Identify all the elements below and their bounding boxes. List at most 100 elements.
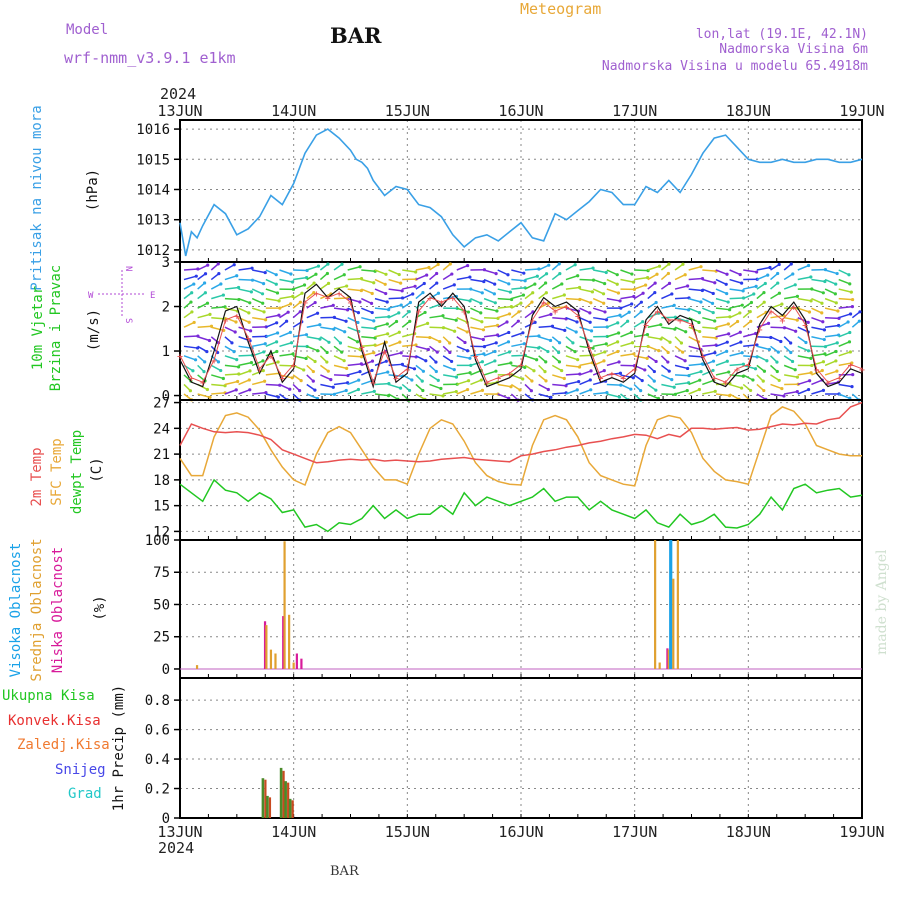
wind-arrow	[333, 285, 347, 290]
wind-arrow	[579, 317, 591, 323]
wind-arrowhead	[262, 310, 266, 314]
wind-arrow	[688, 336, 699, 343]
wind-arrow	[824, 381, 839, 386]
wind-arrowhead	[221, 376, 225, 381]
wind-arrowhead	[659, 323, 663, 327]
bottom-year-label: 2024	[158, 839, 194, 857]
wind-arrow	[306, 312, 318, 319]
wind-arrowhead	[576, 358, 580, 362]
wind-arrow	[688, 265, 702, 271]
wind-arrowhead	[807, 310, 812, 314]
precip-panel: 0 0.2 0.4 0.6 0.8	[145, 677, 863, 827]
wind-arrow	[415, 274, 427, 281]
wind-arrow	[592, 297, 605, 304]
wind-arrow	[183, 355, 196, 361]
temp-unit: (C)	[89, 457, 105, 482]
wind-arrowhead	[789, 350, 793, 355]
wind-arrowhead	[216, 360, 221, 364]
wind-arrow	[292, 292, 303, 300]
cloud-low-ylabel: Niska Oblacnost	[50, 547, 66, 673]
wind-arrowhead	[260, 292, 265, 296]
cloud-mid-bar	[195, 665, 199, 669]
wind-arrowhead	[421, 300, 425, 304]
wind-arrow	[197, 264, 209, 271]
wind-arrowhead	[410, 378, 414, 382]
wind-arrow	[647, 336, 662, 340]
wind-arrowhead	[794, 329, 798, 333]
wind-arrowhead	[355, 340, 360, 344]
wind-arrowhead	[562, 376, 566, 381]
wind-arrowhead	[434, 360, 438, 364]
wind-arrowhead	[652, 379, 656, 383]
wind-arrow	[388, 383, 401, 389]
wind-arrowhead	[820, 311, 824, 315]
wind-arrow	[825, 316, 840, 320]
wind-arrow	[634, 276, 648, 281]
wind-arrowhead	[777, 378, 781, 383]
wind-arrow	[524, 345, 539, 349]
wind-arrowhead	[560, 368, 564, 373]
wind-arrow	[224, 389, 237, 395]
wind-arrowhead	[521, 293, 526, 297]
wind-arrowhead	[397, 330, 401, 334]
wind-arrowhead	[577, 379, 581, 384]
wind-arrowhead	[823, 279, 827, 284]
wind-marker: +	[586, 343, 592, 354]
wind-arrow	[388, 269, 400, 276]
wind-arrow	[238, 389, 251, 395]
wind-arrow	[456, 388, 468, 395]
wind-arrowhead	[509, 385, 513, 389]
wind-arrow	[784, 374, 798, 378]
wind-arrow	[552, 294, 565, 300]
wind-arrowhead	[752, 292, 756, 296]
wind-marker: +	[177, 351, 183, 362]
wind-arrowhead	[807, 387, 811, 392]
wind-arrow	[265, 332, 278, 338]
wind-arrow	[497, 321, 508, 328]
wind-arrowhead	[670, 378, 674, 382]
wind-arrowhead	[318, 323, 322, 327]
wind-arrow	[252, 269, 266, 274]
wind-marker: +	[325, 294, 331, 305]
wind-arrow	[660, 364, 670, 372]
top-x-label: 15JUN	[385, 102, 430, 120]
wind-arrowhead	[313, 388, 317, 392]
wind-arrow	[388, 312, 400, 319]
wind-arrowhead	[655, 272, 659, 276]
wind-arrow	[442, 364, 455, 371]
wind-arrowhead	[436, 378, 440, 382]
wind-arrowhead	[298, 300, 302, 304]
wind-arrowhead	[516, 319, 520, 323]
wind-arrow	[347, 317, 359, 324]
wind-arrow	[770, 345, 779, 353]
wind-arrowhead	[407, 310, 411, 314]
wind-arrow	[483, 370, 497, 376]
dew-ylabel: dewpt Temp	[69, 430, 85, 514]
wind-arrowhead	[603, 310, 607, 314]
wind-arrow	[756, 336, 771, 339]
wind-arrow	[729, 331, 741, 338]
wind-arrow	[674, 285, 688, 290]
wind-arrow	[443, 374, 457, 378]
wind-arrowhead	[203, 360, 207, 364]
wind-arrowhead	[345, 366, 349, 371]
wind-arrow	[620, 331, 632, 338]
wind-arrowhead	[399, 281, 403, 285]
wind-arrow	[811, 316, 824, 323]
wind-arrow	[565, 264, 576, 271]
wind-arrow	[606, 288, 619, 294]
wind-arrow	[442, 273, 453, 281]
wind-arrow	[483, 269, 497, 275]
wind-arrow	[224, 264, 235, 271]
wind-arrow	[538, 292, 547, 300]
wind-arrow	[252, 391, 267, 395]
wind-arrow	[333, 316, 347, 322]
wind-arrow	[579, 297, 592, 304]
wind-arrow	[770, 314, 785, 319]
wind-arrowhead	[666, 360, 670, 364]
wind-arrowhead	[666, 271, 670, 276]
top-x-label: 14JUN	[271, 102, 316, 120]
cloud-mid-bar	[265, 625, 268, 669]
wind-arrow	[252, 343, 266, 348]
wind-arrowhead	[232, 350, 236, 354]
